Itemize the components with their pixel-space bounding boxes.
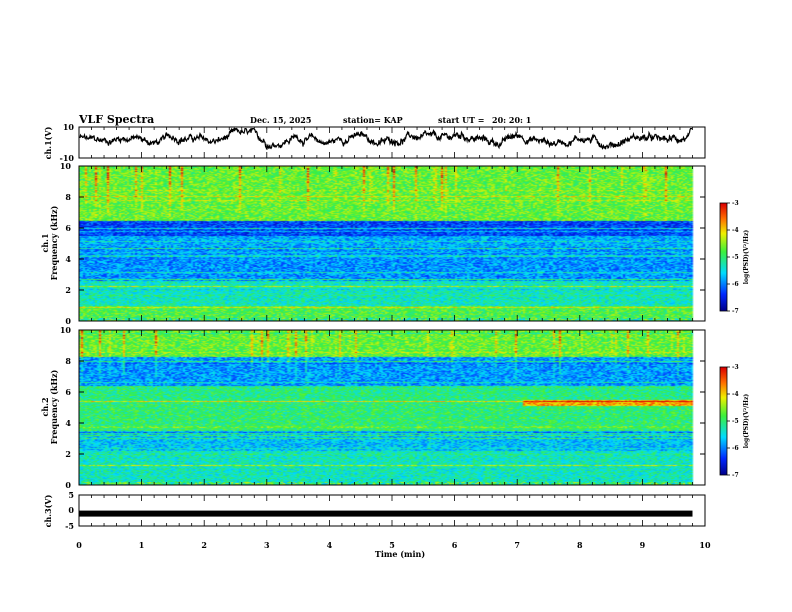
ch2-colorbar: -3 -4 -5 -6 -7 log(PSD)(V²/Hz) bbox=[719, 364, 750, 479]
ch1-spectrogram-ytick-label: 4 bbox=[65, 254, 71, 264]
xtick-label-7: 7 bbox=[514, 540, 520, 550]
ch1-colorbar-tick-label: -6 bbox=[732, 281, 739, 288]
ch1-waveform-line bbox=[79, 127, 692, 150]
ch1-colorbar-ticks: -3 -4 -5 -6 -7 bbox=[727, 200, 739, 315]
ch2-spectrogram-ytick-label: 10 bbox=[60, 325, 72, 335]
station-label: station= KAP bbox=[343, 115, 403, 125]
xtick-label-5: 5 bbox=[389, 540, 395, 550]
ch3-waveform-line bbox=[79, 510, 693, 517]
ch1-colorbar-tick-label: -5 bbox=[732, 254, 739, 261]
ch1-spectrogram-ylabel: Frequency (kHz) bbox=[49, 205, 59, 280]
ch1-spectrogram-ytick-label: 8 bbox=[65, 192, 71, 202]
ch1-spectrogram-ytick-label: 0 bbox=[65, 316, 71, 326]
ch1-colorbar-gradient bbox=[720, 203, 727, 311]
xtick-label-1: 1 bbox=[139, 540, 145, 550]
xtick-label-6: 6 bbox=[452, 540, 458, 550]
ch1-spectrogram-image bbox=[79, 166, 705, 321]
xtick-label-9: 9 bbox=[640, 540, 646, 550]
ch1-spectrogram-yticks: 0 2 4 6 8 10 bbox=[60, 161, 705, 326]
start-time-value: 20: 20: 1 bbox=[492, 115, 531, 125]
xtick-label-8: 8 bbox=[577, 540, 583, 550]
ch2-spectrogram-ytick-label: 2 bbox=[65, 449, 71, 459]
ch3-ytick-top: 5 bbox=[68, 490, 74, 500]
ch1-colorbar-tick-label: -7 bbox=[732, 308, 739, 315]
ch2-spectrogram-ytick-label: 6 bbox=[65, 387, 71, 397]
time-axis-labels: 0 1 2 3 4 5 6 7 8 9 10 bbox=[76, 540, 711, 550]
ch2-colorbar-tick-label: -3 bbox=[732, 364, 739, 371]
xtick-label-0: 0 bbox=[76, 540, 82, 550]
ch1-ytick-top: 10 bbox=[63, 122, 75, 132]
ch2-colorbar-tick-label: -5 bbox=[732, 418, 739, 425]
ch2-colorbar-tick-label: -4 bbox=[732, 391, 739, 398]
ch2-colorbar-tick-label: -6 bbox=[732, 445, 739, 452]
ch1-ytick-bottom: -10 bbox=[60, 153, 75, 163]
time-axis-ticks bbox=[78, 127, 706, 526]
xtick-label-10: 10 bbox=[699, 540, 711, 550]
ch2-spectrogram-ytick-label: 0 bbox=[65, 480, 71, 490]
ch1-spectrogram-ytick-label: 2 bbox=[65, 285, 71, 295]
ch2-spectrogram-ytick-label: 4 bbox=[65, 418, 71, 428]
ch1-colorbar: -3 -4 -5 -6 -7 log(PSD)(V²/Hz) bbox=[719, 200, 750, 315]
ch1-spectrogram-panel: 0 2 4 6 8 10 ch.1 Frequency (kHz) bbox=[40, 161, 706, 326]
ch2-spectrogram-ytick-label: 8 bbox=[65, 356, 71, 366]
ch2-colorbar-ticks: -3 -4 -5 -6 -7 bbox=[727, 364, 739, 479]
xtick-label-4: 4 bbox=[327, 540, 333, 550]
start-ut-label: start UT = bbox=[438, 115, 485, 125]
ch2-spectrogram-ylabel: Frequency (kHz) bbox=[49, 369, 59, 444]
ch1-spectrogram-ytick-label: 10 bbox=[60, 161, 72, 171]
ch1-waveform-panel: 10 -10 ch.1(V) bbox=[43, 122, 706, 163]
ch3-ytick-bottom: -5 bbox=[65, 521, 74, 531]
ch1-colorbar-tick-label: -3 bbox=[732, 200, 739, 207]
figure-title: VLF Spectra bbox=[78, 113, 154, 126]
ch1-ylabel: ch.1(V) bbox=[43, 126, 53, 159]
ch1-spectrogram-ytick-label: 6 bbox=[65, 223, 71, 233]
xtick-label-2: 2 bbox=[201, 540, 207, 550]
ch3-ylabel: ch.3(V) bbox=[43, 494, 53, 527]
date-label: Dec. 15, 2025 bbox=[250, 115, 311, 125]
ch3-ytick-mid: 0 bbox=[68, 505, 74, 515]
ch2-colorbar-tick-label: -7 bbox=[732, 472, 739, 479]
ch2-spectrogram-yticks: 0 2 4 6 8 10 bbox=[60, 325, 705, 490]
ch3-waveform-panel: 5 0 -5 ch.3(V) bbox=[43, 490, 706, 531]
ch2-spectrogram-image bbox=[79, 330, 705, 485]
ch2-spectrogram-ylabel-top: ch.2 bbox=[40, 397, 50, 416]
ch1-colorbar-label: log(PSD)(V²/Hz) bbox=[743, 230, 750, 285]
xtick-label-3: 3 bbox=[264, 540, 270, 550]
ch2-spectrogram-panel: 0 2 4 6 8 10 ch.2 Frequency (kHz) bbox=[40, 325, 706, 490]
ch2-colorbar-label: log(PSD)(V²/Hz) bbox=[743, 394, 750, 449]
ch1-colorbar-tick-label: -4 bbox=[732, 227, 739, 234]
ch1-spectrogram-ylabel-top: ch.1 bbox=[40, 233, 50, 252]
ch2-colorbar-gradient bbox=[720, 367, 727, 475]
time-axis-title: Time (min) bbox=[375, 549, 425, 559]
